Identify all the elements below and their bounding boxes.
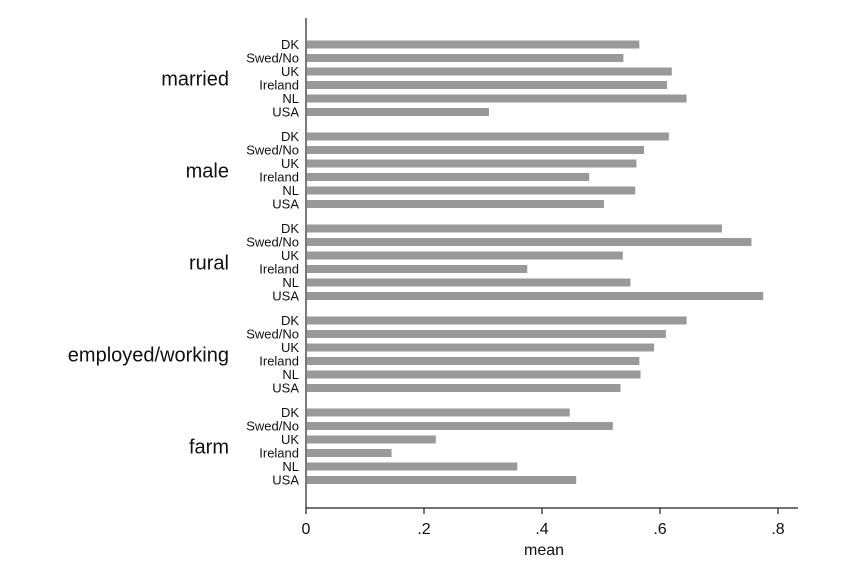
category-tick-label: USA <box>272 473 299 488</box>
bars-layer <box>307 40 764 484</box>
category-tick-label: UK <box>281 432 299 447</box>
bar <box>307 476 577 484</box>
category-tick-label: UK <box>281 340 299 355</box>
bar <box>307 408 570 417</box>
category-tick-label: Ireland <box>259 354 299 369</box>
bar <box>307 343 655 352</box>
category-tick-label: DK <box>281 221 299 236</box>
bar <box>307 54 624 62</box>
bar <box>307 357 640 365</box>
category-tick-label: NL <box>282 367 299 382</box>
category-tick-label: DK <box>281 37 299 52</box>
bar <box>307 238 752 246</box>
x-ticks-layer: 0 .2 .4 .6 .8 <box>302 508 785 538</box>
x-tick-label: 0 <box>302 521 311 538</box>
x-tick-label: .8 <box>771 521 784 538</box>
category-tick-label: Swed/No <box>246 327 299 342</box>
group-label: employed/working <box>68 344 229 366</box>
category-tick-label: USA <box>272 197 299 212</box>
category-tick-label: Ireland <box>259 78 299 93</box>
category-tick-label: Ireland <box>259 446 299 461</box>
category-tick-label: UK <box>281 64 299 79</box>
bar <box>307 200 604 208</box>
x-axis-title: mean <box>524 542 564 559</box>
category-tick-label: Swed/No <box>246 143 299 158</box>
bar <box>307 159 637 168</box>
category-tick-label: Swed/No <box>246 419 299 434</box>
bar <box>307 462 518 471</box>
bar <box>307 146 645 154</box>
category-tick-label: USA <box>272 381 299 396</box>
bar <box>307 67 672 76</box>
bar <box>307 265 528 273</box>
bar <box>307 40 640 49</box>
category-tick-label: DK <box>281 313 299 328</box>
category-tick-label: NL <box>282 275 299 290</box>
bar <box>307 173 590 181</box>
category-tick-label: DK <box>281 129 299 144</box>
bar <box>307 384 621 392</box>
category-labels-layer: DKSwed/NoUKIrelandNLUSADKSwed/NoUKIrelan… <box>246 37 299 488</box>
category-tick-label: Swed/No <box>246 235 299 250</box>
bar <box>307 278 631 287</box>
bar <box>307 370 641 379</box>
x-tick-label: .4 <box>535 521 548 538</box>
category-tick-label: UK <box>281 248 299 263</box>
group-label: rural <box>189 252 229 274</box>
bar <box>307 251 623 260</box>
bar <box>307 449 392 457</box>
category-tick-label: USA <box>272 105 299 120</box>
bar <box>307 94 687 103</box>
group-label: married <box>161 68 229 90</box>
category-tick-label: USA <box>272 289 299 304</box>
bar <box>307 435 436 444</box>
bar <box>307 330 666 338</box>
bar <box>307 186 636 195</box>
bar <box>307 292 764 300</box>
category-tick-label: Ireland <box>259 262 299 277</box>
bar <box>307 132 669 141</box>
bar <box>307 108 489 116</box>
category-tick-label: NL <box>282 459 299 474</box>
group-label: male <box>186 160 229 182</box>
bar <box>307 81 668 89</box>
category-tick-label: DK <box>281 405 299 420</box>
group-labels-layer: married male rural employed/working farm <box>68 68 229 458</box>
x-tick-label: .2 <box>417 521 430 538</box>
category-tick-label: UK <box>281 156 299 171</box>
bar <box>307 316 687 325</box>
bar <box>307 422 613 430</box>
category-tick-label: Ireland <box>259 170 299 185</box>
group-label: farm <box>189 436 229 458</box>
x-tick-label: .6 <box>653 521 666 538</box>
category-tick-label: NL <box>282 91 299 106</box>
category-tick-label: Swed/No <box>246 51 299 66</box>
category-tick-label: NL <box>282 183 299 198</box>
bar <box>307 224 722 233</box>
